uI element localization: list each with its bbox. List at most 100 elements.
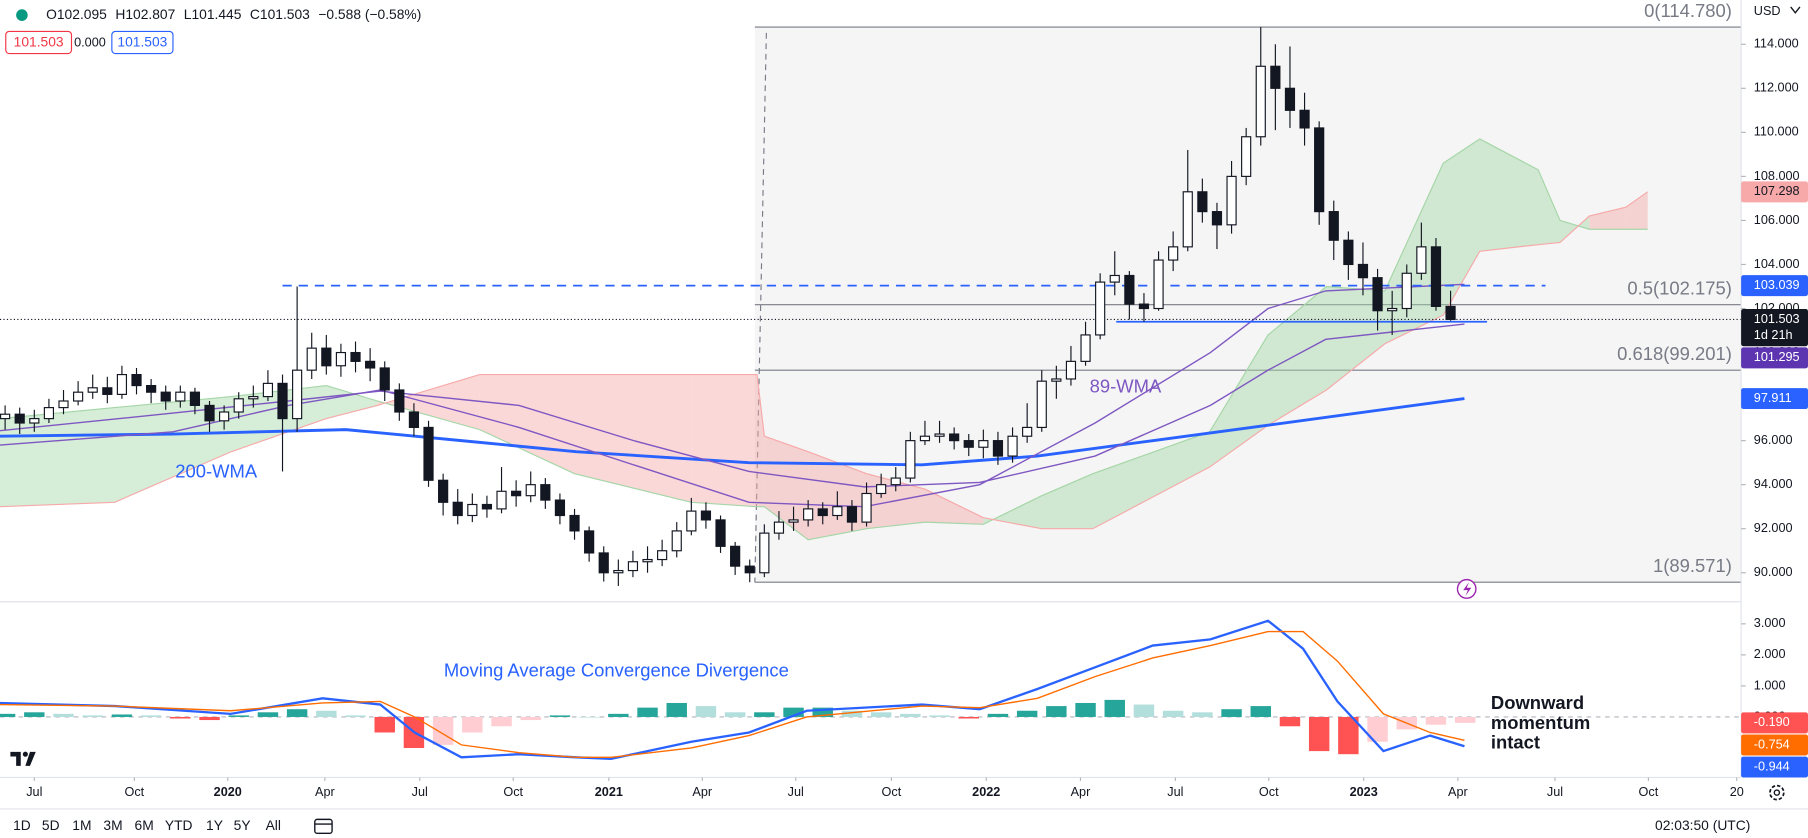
cloud-segment — [1589, 207, 1626, 230]
histogram-bar — [870, 712, 892, 717]
candle-body — [554, 499, 566, 517]
candle-body — [540, 484, 551, 501]
histogram-bar — [0, 713, 16, 717]
histogram-bar — [608, 713, 629, 717]
settings-gear[interactable] — [1769, 784, 1785, 801]
fib-label: 0(114.780) — [1644, 0, 1732, 21]
logo-part — [10, 751, 21, 766]
ohlc-key: O — [46, 6, 57, 22]
bid-box[interactable] — [5, 30, 73, 55]
cloud-edge — [0, 138, 1648, 541]
range-button[interactable]: 6M — [135, 817, 154, 833]
candle-body — [73, 391, 84, 402]
candle-body — [832, 506, 843, 517]
cloud-segment — [574, 374, 692, 503]
gear-hub — [1773, 789, 1781, 796]
candle-body — [934, 433, 945, 437]
bid-price: 101.503 — [14, 34, 64, 50]
histogram-bar — [695, 706, 717, 717]
histogram-bar — [1454, 716, 1476, 723]
macd-line — [0, 619, 1465, 761]
x-tick-label: Oct — [1259, 784, 1279, 799]
candle-body — [262, 382, 274, 398]
range-button[interactable]: 1M — [72, 817, 91, 833]
candle-body — [1401, 272, 1412, 310]
histogram-bar — [987, 713, 1009, 717]
x-tick-label: 2022 — [972, 784, 1000, 799]
candle-body — [496, 490, 507, 510]
x-tick-label: Oct — [503, 784, 523, 799]
ask-box[interactable] — [111, 30, 174, 55]
candle-body — [1211, 211, 1223, 226]
ohlc-value: 102.807 — [125, 6, 175, 22]
ohlc-value: 101.503 — [260, 6, 310, 22]
candle-body — [1095, 281, 1106, 336]
histogram-bar — [1338, 716, 1359, 755]
candle-body — [569, 514, 580, 532]
candle-body — [0, 413, 11, 420]
cloud-segment — [1479, 138, 1539, 252]
range-button[interactable]: 5Y — [234, 817, 251, 833]
candle-body — [1387, 307, 1398, 312]
logo-part — [25, 751, 36, 766]
candle-body — [233, 398, 244, 413]
candle-body — [1357, 263, 1369, 279]
histogram-bar — [520, 716, 541, 721]
candle-body — [671, 530, 682, 552]
candle-body — [613, 569, 624, 574]
candle-body — [175, 391, 186, 402]
histogram-bar — [1221, 709, 1242, 717]
candle-body — [248, 396, 259, 400]
candle-body — [963, 440, 974, 448]
x-tick-label: Jul — [1547, 784, 1563, 799]
clock: 02:03:50 (UTC) — [1655, 817, 1750, 833]
candle-body — [1241, 136, 1252, 177]
tv-logo — [10, 751, 36, 766]
y-tick-label: 3.000 — [1754, 615, 1786, 630]
candle-body — [379, 367, 390, 391]
histogram-bar — [1308, 716, 1330, 752]
range-button[interactable]: All — [266, 817, 281, 833]
range-button[interactable]: 3M — [103, 817, 122, 833]
candle-body — [788, 519, 799, 523]
date-range-icon[interactable] — [314, 818, 333, 835]
candle-body — [423, 426, 434, 481]
candle-body — [1299, 109, 1310, 129]
candle-body — [1065, 360, 1077, 380]
annotation: intact — [1491, 732, 1540, 753]
cloud-segment — [0, 407, 115, 507]
range-button[interactable]: 1D — [13, 817, 31, 833]
candle-body — [43, 407, 55, 420]
candle-body — [730, 545, 741, 567]
x-tick-label: 20 — [1730, 784, 1744, 799]
x-tick-label: Oct — [1639, 784, 1659, 799]
range-button[interactable]: 1Y — [206, 817, 223, 833]
candle-body — [890, 477, 901, 486]
candle-body — [598, 552, 609, 574]
price-badge — [1741, 734, 1808, 756]
x-tick-label: Jul — [1167, 784, 1183, 799]
candle-body — [1153, 259, 1164, 310]
candle-body — [1226, 175, 1237, 226]
cloud-segment — [1538, 169, 1561, 245]
histogram-bar — [1250, 706, 1271, 717]
candle-body — [1284, 87, 1296, 111]
macd-line — [0, 630, 1465, 759]
candle-body — [467, 503, 478, 517]
cloud-segment — [1041, 473, 1093, 529]
cloud-segment — [377, 374, 480, 430]
range-button[interactable]: YTD — [165, 817, 193, 833]
candle-body — [525, 484, 536, 497]
currency: USD — [1754, 3, 1781, 18]
histogram-bar — [286, 709, 308, 717]
histogram-bar — [111, 714, 133, 717]
logo-part — [22, 751, 28, 757]
range-button[interactable]: 5D — [42, 817, 60, 833]
candle-body — [321, 347, 332, 367]
y-tick-label: 1.000 — [1754, 677, 1786, 692]
candle-body — [335, 351, 347, 367]
histogram-bar — [24, 712, 45, 717]
price-badge-label: 97.911 — [1754, 390, 1792, 405]
